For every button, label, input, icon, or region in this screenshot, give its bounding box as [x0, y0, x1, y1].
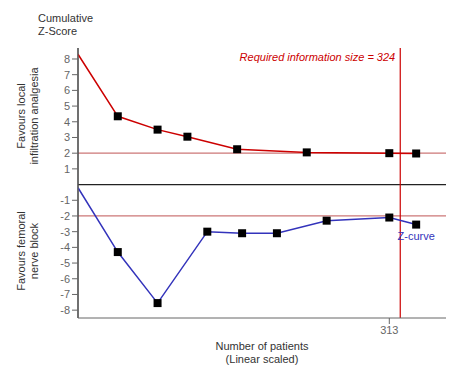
svg-text:Z-curve: Z-curve [398, 230, 435, 242]
svg-text:-4: -4 [60, 241, 70, 253]
html-text:Favours femoral nerve block: Favours femoral nerve block [15, 211, 40, 291]
svg-text:5: 5 [64, 100, 70, 112]
svg-text:3: 3 [64, 131, 70, 143]
svg-text:4: 4 [64, 116, 70, 128]
svg-text:313: 313 [380, 324, 398, 336]
svg-text:Required information size = 32: Required information size = 324 [240, 51, 396, 63]
svg-text:6: 6 [64, 84, 70, 96]
html-text:Favours local infiltration ana: Favours local infiltration analgesia [15, 67, 40, 165]
svg-text:7: 7 [64, 69, 70, 81]
svg-text:-3: -3 [60, 226, 70, 238]
svg-text:-2: -2 [60, 210, 70, 222]
html-text:Cumulative Z-Score: Cumulative Z-Score [38, 12, 93, 37]
svg-text:8: 8 [64, 53, 70, 65]
svg-text:-5: -5 [60, 257, 70, 269]
svg-text:2: 2 [64, 147, 70, 159]
svg-text:-8: -8 [60, 304, 70, 316]
svg-text:-6: -6 [60, 273, 70, 285]
svg-text:1: 1 [64, 163, 70, 175]
html-text:Number of patients (Linear sca: Number of patients (Linear scaled) [215, 340, 309, 365]
svg-text:-1: -1 [60, 194, 70, 206]
svg-text:-7: -7 [60, 288, 70, 300]
